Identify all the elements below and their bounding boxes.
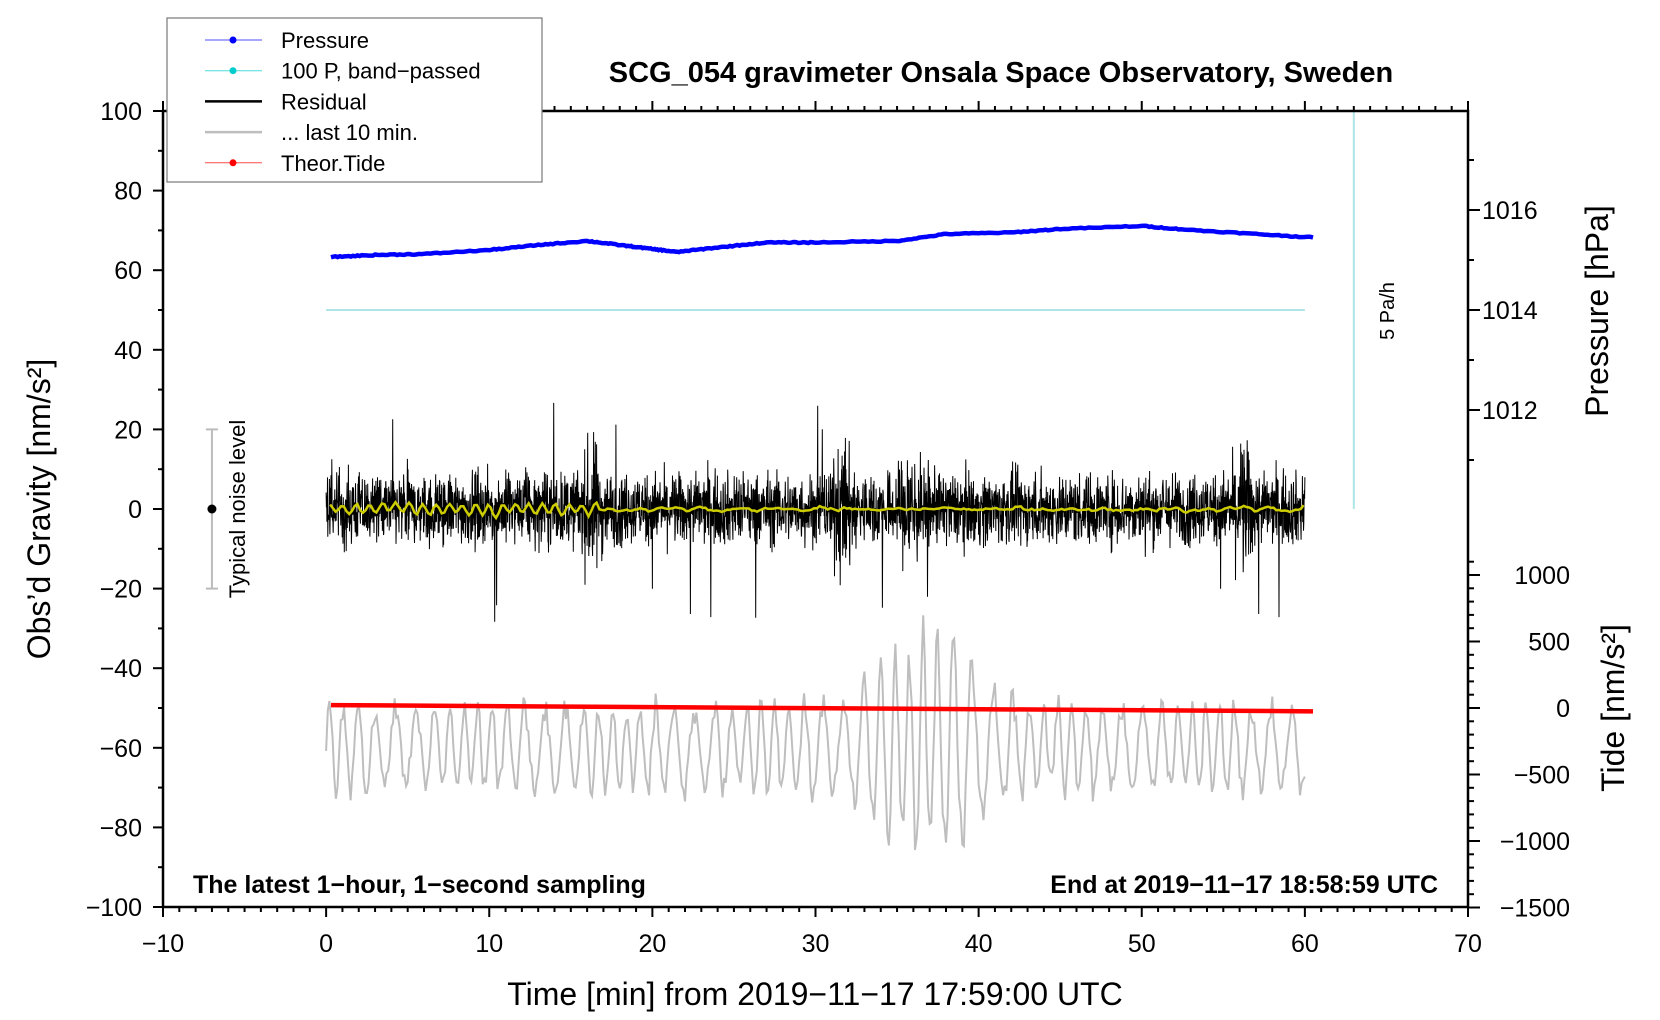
legend-marker-0: [229, 36, 237, 44]
y-tick-label: 40: [114, 337, 142, 365]
tide-axis-label: Tide [nm/s²]: [1595, 624, 1631, 792]
noise-level-dot: [207, 504, 217, 514]
y-tick-label: −60: [100, 735, 142, 763]
legend: Pressure 100 P, band−passed Residual ... la…: [166, 17, 543, 183]
legend-box: [166, 17, 543, 183]
x-tick-label: 20: [638, 930, 666, 958]
x-tick-label: 10: [475, 930, 503, 958]
x-tick-label: 70: [1454, 930, 1482, 958]
chart-title: SCG_054 gravimeter Onsala Space Observat…: [609, 57, 1393, 89]
pressure-tick-label: 1014: [1482, 297, 1538, 325]
tide-tick-label: 0: [1556, 695, 1570, 723]
x-axis-label: Time [min] from 2019−11−17 17:59:00 UTC: [507, 976, 1122, 1012]
legend-marker-4: [229, 159, 237, 167]
tide-tick-label: −500: [1514, 762, 1570, 790]
noise-level-label: Typical noise level: [225, 420, 250, 599]
y-tick-label: 0: [128, 496, 142, 524]
tide-tick-label: −1500: [1500, 895, 1570, 923]
sampling-note: The latest 1−hour, 1−second sampling: [193, 871, 646, 899]
residual-series: [325, 402, 1306, 622]
data-layer: [205, 111, 1355, 850]
pressure-tick-label: 1012: [1482, 397, 1538, 425]
legend-label: ... last 10 min.: [281, 120, 418, 145]
y-tick-label: −80: [100, 814, 142, 842]
legend-label: Theor.Tide: [281, 151, 385, 176]
tide-tick-label: −1000: [1500, 828, 1570, 856]
theoretical-tide-series: [331, 702, 1314, 714]
x-tick-label: 50: [1128, 930, 1156, 958]
legend-label: Pressure: [281, 28, 369, 53]
y-tick-label: −20: [100, 576, 142, 604]
pressure-axis-label: Pressure [hPa]: [1579, 205, 1615, 417]
y-tick-label: 80: [114, 178, 142, 206]
legend-label: Residual: [281, 89, 367, 114]
y-tick-label: 100: [100, 98, 142, 126]
last-10-min-series: [325, 615, 1306, 850]
tide-tick-label: 1000: [1514, 562, 1570, 590]
x-tick-label: 40: [965, 930, 993, 958]
y-tick-label: −40: [100, 655, 142, 683]
x-tick-label: 30: [802, 930, 830, 958]
x-tick-label: −10: [142, 930, 184, 958]
pressure-series: [330, 223, 1314, 260]
x-tick-label: 0: [319, 930, 333, 958]
legend-marker-1: [229, 67, 237, 75]
end-time-note: End at 2019−11−17 18:58:59 UTC: [1050, 871, 1438, 899]
pressure-tick-label: 1016: [1482, 197, 1538, 225]
ticks-layer: −10 0 10 20 30 40 50 60 70100806040200−20−40−60−…: [86, 98, 1570, 958]
legend-label: 100 P, band−passed: [281, 59, 481, 84]
tide-tick-label: 500: [1528, 629, 1570, 657]
y-tick-label: 20: [114, 416, 142, 444]
y-tick-label: 60: [114, 257, 142, 285]
x-tick-label: 60: [1291, 930, 1319, 958]
residual-smoothed-series: [329, 500, 1305, 521]
y-tick-label: −100: [86, 894, 142, 922]
rate-label: 5 Pa/h: [1377, 282, 1399, 340]
y-axis-label: Obs’d Gravity [nm/s²]: [21, 359, 57, 660]
